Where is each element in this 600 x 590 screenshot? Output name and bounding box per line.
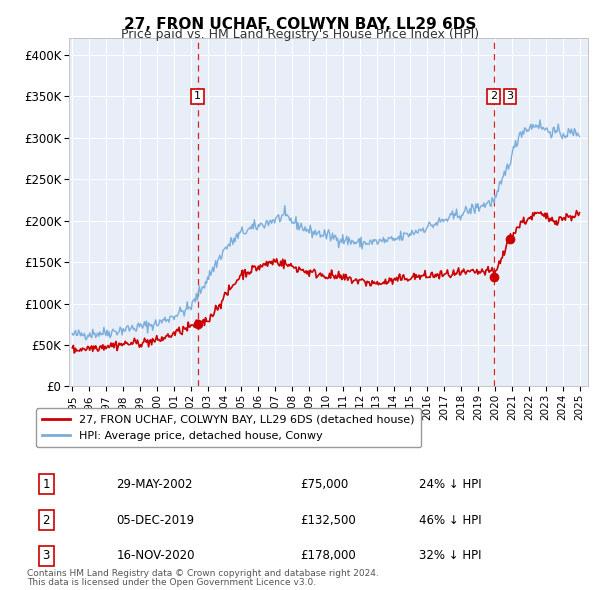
Text: £75,000: £75,000	[300, 478, 348, 491]
Text: 1: 1	[194, 91, 201, 101]
Text: Price paid vs. HM Land Registry's House Price Index (HPI): Price paid vs. HM Land Registry's House …	[121, 28, 479, 41]
Text: £178,000: £178,000	[300, 549, 356, 562]
Text: 2: 2	[490, 91, 497, 101]
Text: £132,500: £132,500	[300, 513, 356, 526]
Text: 32% ↓ HPI: 32% ↓ HPI	[419, 549, 481, 562]
Legend: 27, FRON UCHAF, COLWYN BAY, LL29 6DS (detached house), HPI: Average price, detac: 27, FRON UCHAF, COLWYN BAY, LL29 6DS (de…	[35, 408, 421, 447]
Text: Contains HM Land Registry data © Crown copyright and database right 2024.: Contains HM Land Registry data © Crown c…	[27, 569, 379, 578]
Text: 2: 2	[43, 513, 50, 526]
Text: 27, FRON UCHAF, COLWYN BAY, LL29 6DS: 27, FRON UCHAF, COLWYN BAY, LL29 6DS	[124, 17, 476, 31]
Text: 3: 3	[43, 549, 50, 562]
Text: 05-DEC-2019: 05-DEC-2019	[116, 513, 194, 526]
Text: 3: 3	[506, 91, 514, 101]
Text: 24% ↓ HPI: 24% ↓ HPI	[419, 478, 481, 491]
Text: 46% ↓ HPI: 46% ↓ HPI	[419, 513, 481, 526]
Text: 29-MAY-2002: 29-MAY-2002	[116, 478, 193, 491]
Text: This data is licensed under the Open Government Licence v3.0.: This data is licensed under the Open Gov…	[27, 578, 316, 588]
Text: 1: 1	[43, 478, 50, 491]
Text: 16-NOV-2020: 16-NOV-2020	[116, 549, 195, 562]
